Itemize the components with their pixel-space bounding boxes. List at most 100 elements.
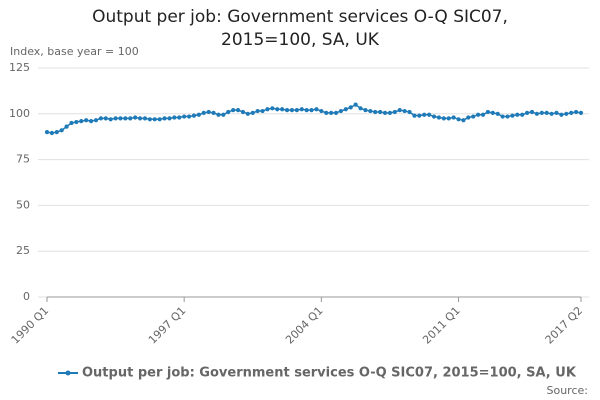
point: [157, 117, 162, 122]
source: Source:: [547, 384, 589, 397]
point: [436, 115, 442, 120]
point: [319, 108, 324, 114]
point: [152, 117, 157, 122]
point: [54, 130, 59, 135]
y-tick-label: 50: [16, 198, 30, 211]
point: [564, 111, 569, 116]
point: [495, 111, 500, 116]
point: [324, 110, 329, 115]
point: [485, 109, 491, 115]
point: [358, 106, 363, 111]
point: [284, 108, 290, 113]
legend-label: Output per job: Government services O-Q …: [82, 366, 577, 381]
point: [191, 113, 197, 118]
point: [177, 115, 182, 120]
x-tick-label: 1990 Q1: [9, 304, 52, 347]
point: [98, 116, 103, 121]
point: [480, 112, 486, 117]
point: [534, 111, 540, 116]
point: [211, 110, 216, 115]
point: [123, 116, 128, 121]
point: [226, 109, 231, 115]
point: [402, 108, 407, 114]
point: [84, 118, 89, 123]
x-tick-label: 2004 Q1: [283, 304, 326, 347]
point: [118, 116, 123, 121]
point: [196, 112, 201, 117]
point: [578, 110, 584, 115]
point: [471, 114, 476, 119]
point: [88, 119, 94, 124]
legend-marker: [65, 370, 71, 376]
point: [368, 108, 373, 114]
point: [294, 108, 299, 113]
point: [348, 105, 353, 110]
point: [515, 112, 520, 117]
point: [431, 114, 437, 119]
point: [231, 108, 236, 113]
point: [93, 118, 99, 123]
point: [363, 108, 368, 113]
point: [162, 116, 167, 121]
point: [329, 110, 334, 115]
point: [255, 108, 260, 114]
point: [309, 108, 314, 113]
point: [74, 119, 79, 125]
x-tick-label: 1997 Q1: [146, 304, 189, 347]
point: [240, 109, 246, 115]
point: [333, 110, 339, 115]
point: [422, 112, 427, 117]
point: [260, 108, 265, 114]
y-axis-label: Index, base year = 100: [10, 45, 139, 58]
point: [338, 108, 344, 114]
point: [544, 110, 549, 115]
point: [128, 116, 133, 121]
point: [569, 110, 574, 115]
point: [490, 110, 495, 115]
point: [235, 108, 241, 113]
point: [574, 109, 579, 115]
point: [250, 110, 255, 115]
point: [387, 110, 393, 115]
point: [525, 110, 530, 115]
point: [64, 124, 69, 129]
point: [559, 112, 564, 117]
point: [529, 109, 535, 115]
point: [510, 113, 515, 118]
y-tick-label: 100: [9, 107, 30, 120]
point: [206, 109, 211, 115]
point: [378, 109, 383, 115]
point: [441, 116, 446, 121]
point: [539, 110, 544, 115]
point: [304, 108, 309, 113]
point: [289, 108, 295, 113]
point: [216, 112, 221, 117]
point: [108, 117, 113, 122]
point: [417, 113, 422, 118]
point: [186, 114, 192, 119]
point: [373, 109, 378, 115]
point: [59, 128, 64, 133]
point: [466, 115, 471, 120]
point: [299, 107, 304, 112]
point: [461, 118, 466, 123]
point: [476, 112, 481, 117]
point: [245, 111, 250, 116]
point: [353, 102, 358, 107]
chart-title: Output per job: Government services O-Q …: [92, 7, 508, 50]
point: [280, 107, 285, 112]
point: [446, 116, 451, 121]
y-tick-label: 125: [9, 61, 30, 74]
y-tick-label: 0: [23, 290, 30, 303]
point: [221, 112, 226, 117]
point: [382, 110, 388, 115]
point: [182, 114, 187, 119]
point: [137, 116, 143, 121]
point: [69, 120, 74, 126]
x-tick-label: 2017 Q2: [543, 304, 586, 347]
x-tick-label: 2011 Q1: [420, 304, 463, 347]
point: [500, 114, 505, 119]
point: [172, 115, 177, 120]
